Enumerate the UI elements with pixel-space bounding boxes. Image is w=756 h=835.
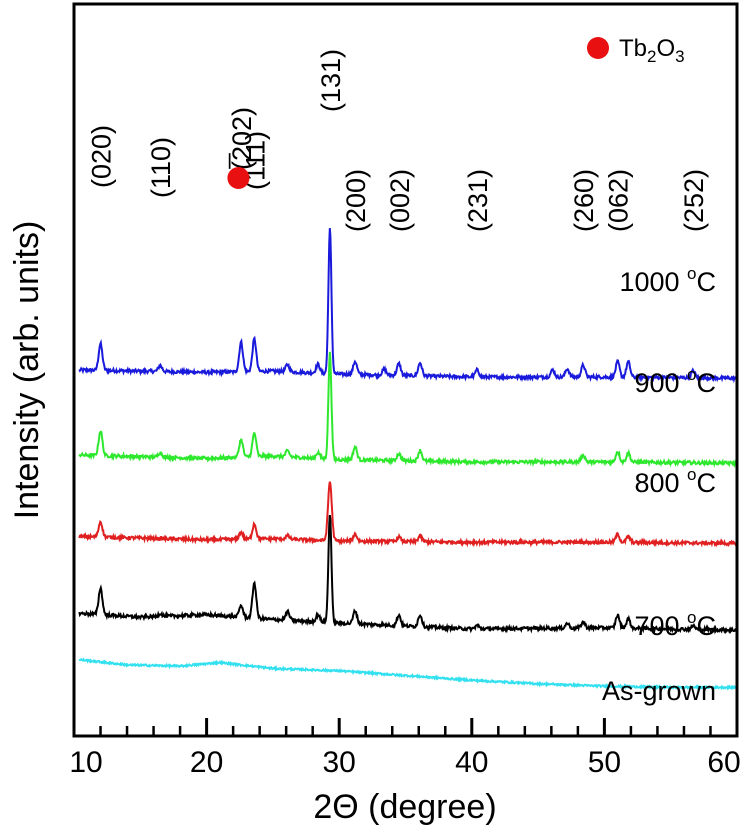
peak-label: (020): [87, 125, 117, 188]
x-tick-label: 30: [323, 746, 356, 779]
series-line-0: [78, 228, 738, 384]
series-line-2: [78, 481, 738, 548]
x-axis-tick-labels: 10 20 30 40 50 60: [69, 746, 740, 779]
peak-label: (260): [569, 169, 599, 232]
x-tick-label: 50: [588, 746, 621, 779]
x-tick-label: 60: [707, 746, 740, 779]
series-line-4: [78, 657, 738, 691]
x-tick-label: 40: [455, 746, 488, 779]
tb2o3-marker: [227, 167, 250, 189]
x-axis-ticks: [99, 718, 712, 736]
series-label: 1000 oC: [619, 264, 716, 297]
peak-label: (110): [146, 137, 176, 198]
x-axis-title: 2Θ (degree): [313, 788, 496, 826]
peak-label: (231): [463, 169, 493, 232]
series-traces: [78, 228, 738, 691]
series-labels: 1000 oC 900 oC 800 oC 700 oC As-grown: [602, 264, 716, 706]
peak-label: (131): [316, 49, 346, 112]
series-label: 800 oC: [634, 465, 716, 498]
peak-label: (200): [341, 169, 371, 232]
peak-label: (002): [385, 169, 415, 232]
series-line-3: [78, 514, 738, 635]
series-label: As-grown: [602, 676, 716, 706]
peak-label: (̅202): [227, 107, 257, 170]
series-label: 700 oC: [634, 608, 716, 641]
series-label: 900 oC: [634, 365, 716, 398]
peak-label: (252): [679, 169, 709, 232]
legend: Tb2O3: [587, 35, 685, 66]
y-axis-title: Intensity (arb. units): [8, 221, 46, 520]
x-tick-label: 20: [190, 746, 223, 779]
peak-label: (062): [604, 169, 634, 232]
legend-marker: [587, 37, 609, 59]
plot-frame: [72, 2, 739, 738]
legend-label: Tb2O3: [619, 35, 685, 66]
peak-labels: (020) (110) (̅202)(111)(131)(200) (002) (231…: [87, 49, 710, 232]
x-tick-label: 10: [69, 746, 102, 779]
series-line-1: [78, 351, 738, 469]
